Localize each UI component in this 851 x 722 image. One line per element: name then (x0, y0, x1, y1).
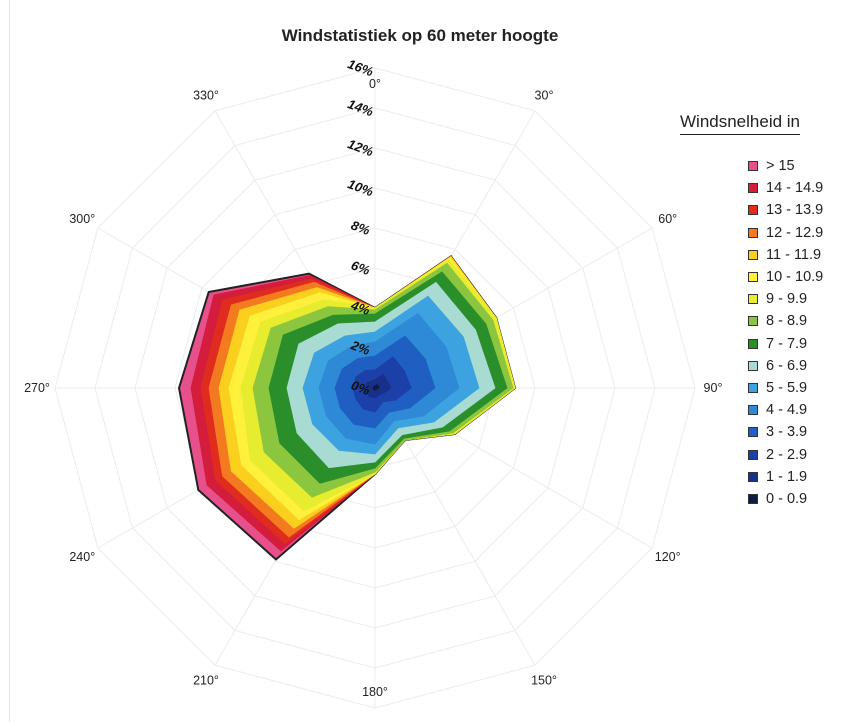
legend-label: 2 - 2.9 (766, 446, 808, 463)
legend-label: 14 - 14.9 (766, 180, 824, 197)
angle-label: 150° (531, 674, 557, 688)
legend-label: 9 - 9.9 (766, 291, 808, 308)
chart-title: Windstatistiek op 60 meter hoogte (281, 26, 559, 45)
angle-label: 60° (658, 212, 677, 226)
radial-tick-label: 8% (349, 218, 372, 239)
legend-swatch (748, 316, 758, 327)
angle-label: 240° (69, 550, 95, 564)
legend-label: 5 - 5.9 (766, 379, 808, 396)
legend-item: 11 - 11.9 (748, 244, 823, 266)
legend-item: 13 - 13.9 (748, 199, 823, 221)
page-edge-line (9, 0, 10, 722)
legend-item: 7 - 7.9 (748, 333, 823, 355)
angle-label: 180° (362, 685, 388, 699)
legend-label: 7 - 7.9 (766, 335, 808, 352)
legend-label: 3 - 3.9 (766, 424, 808, 441)
legend-swatch (748, 338, 758, 349)
angle-label: 300° (69, 212, 95, 226)
legend: > 15 14 - 14.9 13 - 13.9 12 - 12.9 11 - 11.9… (748, 155, 823, 510)
angle-label: 90° (704, 381, 723, 395)
legend-label: > 15 (766, 158, 795, 175)
legend-swatch (748, 161, 758, 172)
radial-tick-label: 14% (346, 96, 376, 119)
legend-swatch (748, 227, 758, 238)
legend-swatch (748, 183, 758, 194)
legend-swatch (748, 405, 758, 416)
angle-label: 210° (193, 674, 219, 688)
radial-tick-label: 4% (348, 297, 372, 318)
legend-swatch (748, 449, 758, 460)
radial-tick-label: 2% (348, 337, 372, 358)
legend-item: 12 - 12.9 (748, 222, 823, 244)
angle-label: 120° (655, 550, 681, 564)
legend-item: > 15 (748, 155, 823, 177)
legend-item: 5 - 5.9 (748, 377, 823, 399)
legend-label: 12 - 12.9 (766, 224, 824, 241)
legend-label: 1 - 1.9 (766, 468, 808, 485)
legend-label: 10 - 10.9 (766, 269, 824, 286)
radial-tick-label: 0% (349, 378, 372, 399)
legend-label: 8 - 8.9 (766, 313, 808, 330)
legend-item: 0 - 0.9 (748, 488, 823, 510)
legend-item: 9 - 9.9 (748, 288, 823, 310)
legend-item: 2 - 2.9 (748, 443, 823, 465)
legend-label: 4 - 4.9 (766, 402, 808, 419)
legend-item: 8 - 8.9 (748, 310, 823, 332)
legend-item: 10 - 10.9 (748, 266, 823, 288)
angle-label: 30° (535, 88, 554, 102)
angle-label: 0° (369, 77, 381, 91)
legend-swatch (748, 249, 758, 260)
radial-tick-label: 12% (346, 136, 376, 159)
legend-swatch (748, 427, 758, 438)
radial-tick-label: 16% (346, 56, 376, 79)
legend-label: 13 - 13.9 (766, 202, 824, 219)
legend-swatch (748, 471, 758, 482)
legend-swatch (748, 382, 758, 393)
angle-label: 270° (24, 381, 50, 395)
legend-swatch (748, 272, 758, 283)
legend-swatch (748, 493, 758, 504)
legend-item: 6 - 6.9 (748, 355, 823, 377)
radial-tick-label: 10% (346, 176, 376, 199)
legend-swatch (748, 205, 758, 216)
legend-label: 6 - 6.9 (766, 357, 808, 374)
legend-swatch (748, 360, 758, 371)
legend-item: 4 - 4.9 (748, 399, 823, 421)
radial-tick-label: 6% (349, 258, 372, 279)
series-area (372, 384, 380, 391)
legend-label: 11 - 11.9 (766, 246, 822, 263)
legend-title: Windsnelheid in (680, 112, 801, 135)
legend-item: 3 - 3.9 (748, 421, 823, 443)
legend-label: 0 - 0.9 (766, 490, 808, 507)
legend-item: 14 - 14.9 (748, 177, 823, 199)
legend-swatch (748, 294, 758, 305)
legend-item: 1 - 1.9 (748, 466, 823, 488)
angle-label: 330° (193, 88, 219, 102)
